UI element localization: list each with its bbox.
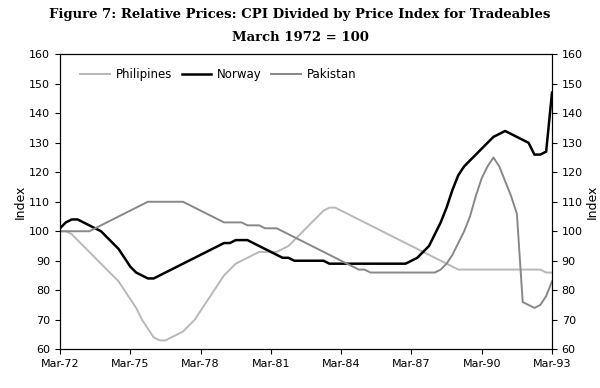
Pakistan	[226, 220, 233, 225]
Philipines	[156, 338, 163, 343]
Norway	[209, 247, 216, 251]
Line: Norway: Norway	[60, 93, 552, 279]
Philipines	[56, 229, 64, 234]
Philipines	[326, 205, 333, 210]
Philipines	[548, 270, 556, 275]
Philipines	[209, 291, 216, 296]
Philipines	[139, 317, 146, 322]
Text: March 1972 = 100: March 1972 = 100	[232, 31, 368, 44]
Legend: Philipines, Norway, Pakistan: Philipines, Norway, Pakistan	[76, 63, 361, 86]
Pakistan	[548, 279, 556, 284]
Norway	[232, 238, 239, 242]
Pakistan	[302, 241, 310, 245]
Y-axis label: Index: Index	[586, 185, 599, 219]
Norway	[215, 244, 222, 248]
Pakistan	[56, 229, 64, 234]
Text: Figure 7: Relative Prices: CPI Divided by Price Index for Tradeables: Figure 7: Relative Prices: CPI Divided b…	[49, 8, 551, 21]
Philipines	[232, 262, 239, 266]
Pakistan	[203, 211, 210, 216]
Norway	[308, 258, 316, 263]
Norway	[525, 140, 532, 145]
Pakistan	[209, 214, 216, 219]
Pakistan	[139, 203, 146, 207]
Philipines	[531, 267, 538, 272]
Norway	[548, 90, 556, 95]
Line: Philipines: Philipines	[60, 208, 552, 340]
Norway	[56, 226, 64, 230]
Philipines	[215, 282, 222, 287]
Pakistan	[525, 303, 532, 307]
Line: Pakistan: Pakistan	[60, 158, 552, 308]
Norway	[144, 276, 151, 281]
Norway	[139, 273, 146, 278]
Y-axis label: Index: Index	[13, 185, 26, 219]
Philipines	[308, 220, 316, 225]
Pakistan	[490, 155, 497, 160]
Pakistan	[531, 306, 538, 310]
